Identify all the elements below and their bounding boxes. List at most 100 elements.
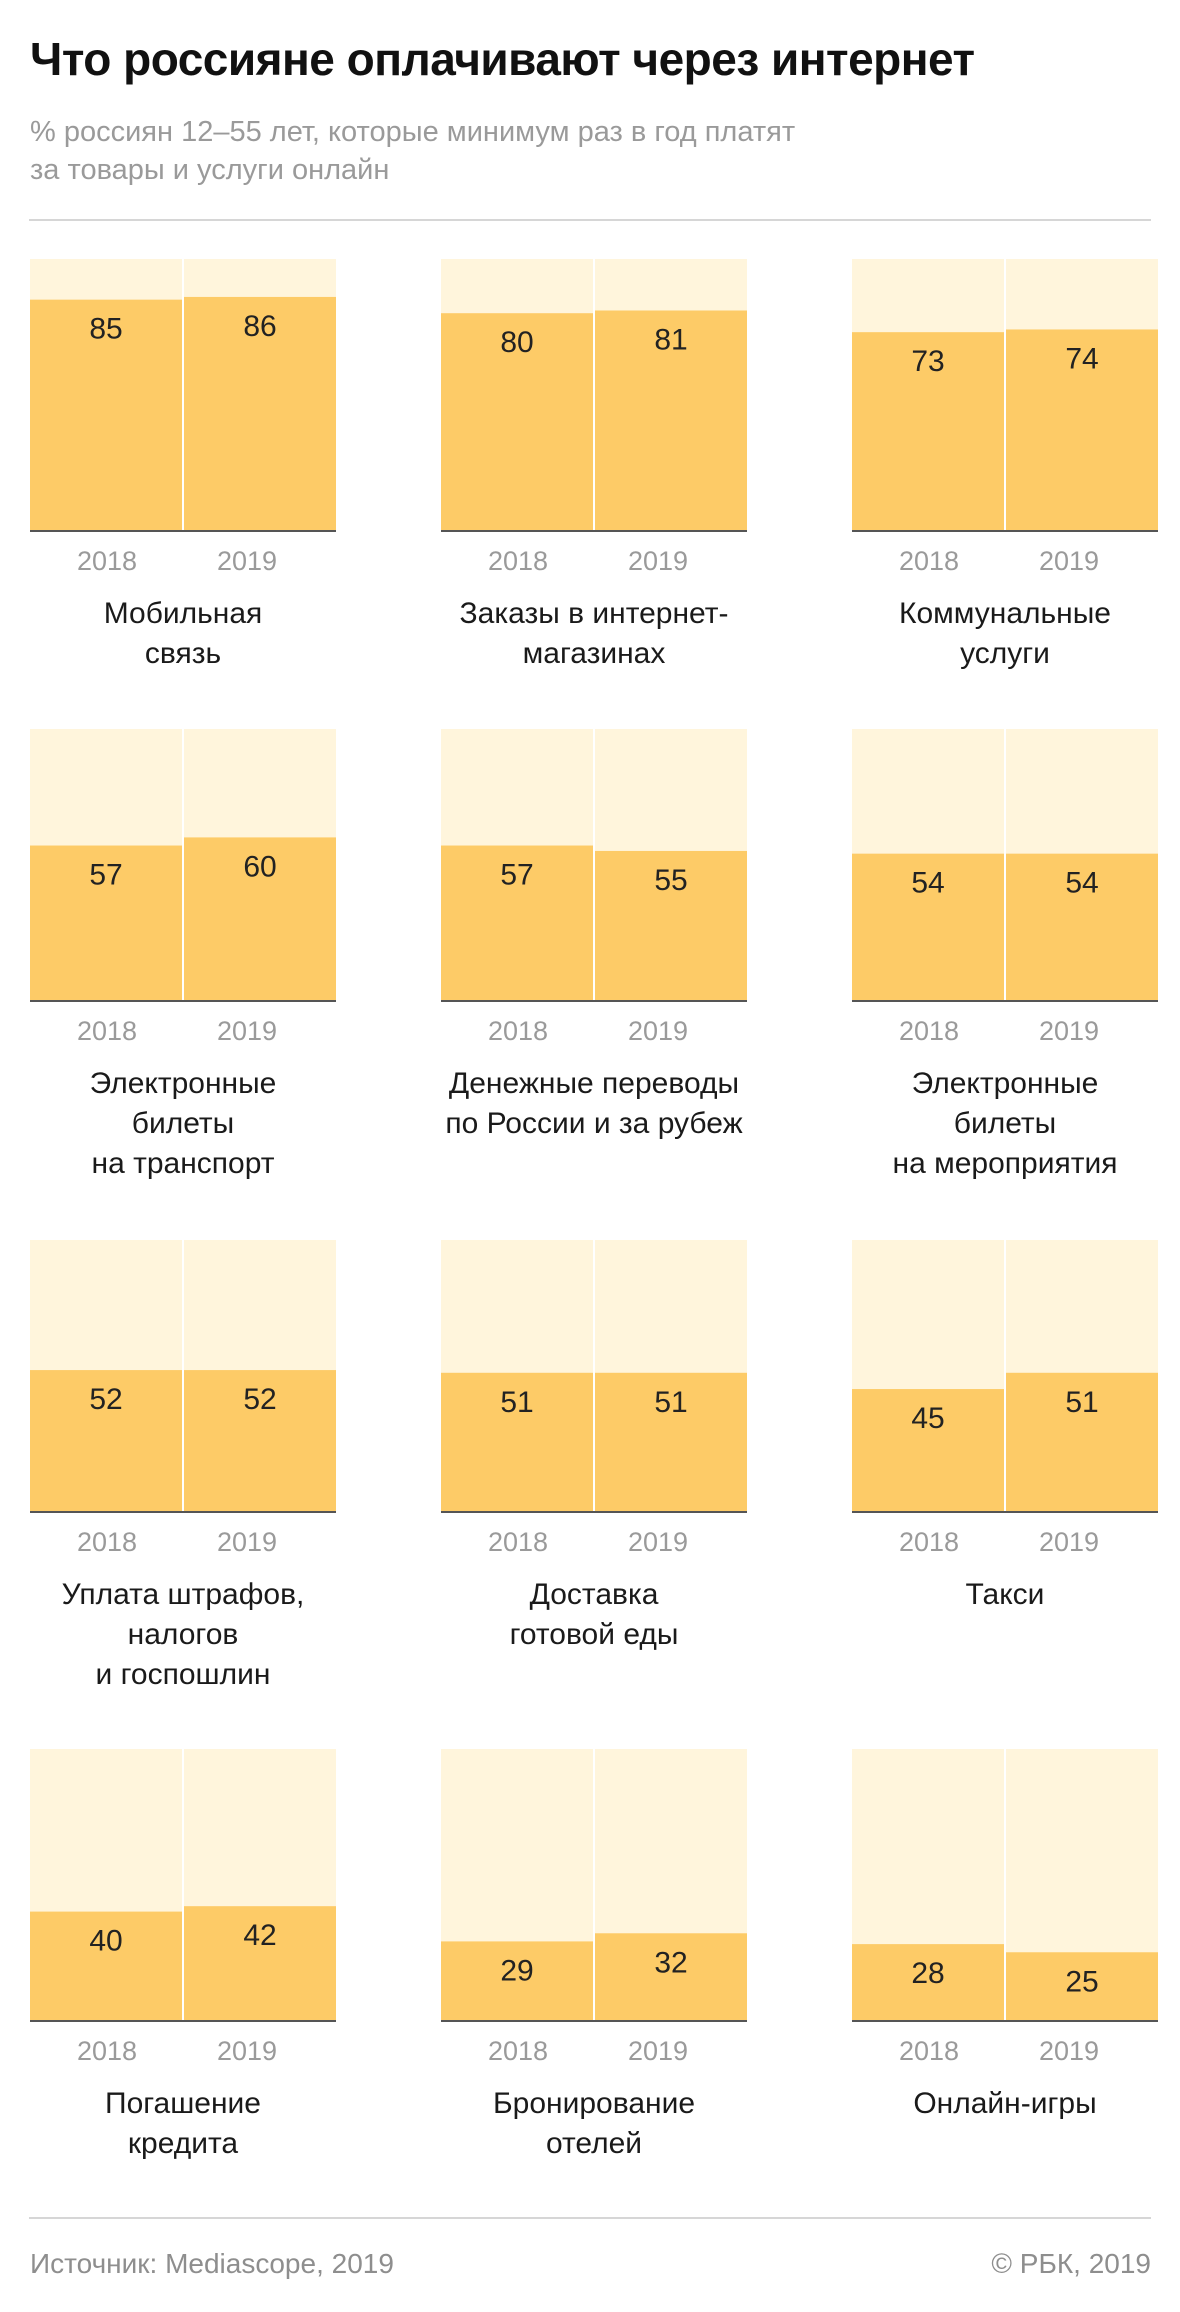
year-tick-label: 2018 [899, 546, 959, 576]
bar-value-label: 32 [654, 1946, 687, 1979]
bar-2018 [441, 845, 593, 1000]
bar-value-label: 55 [654, 864, 687, 897]
bar-2018 [852, 853, 1004, 1000]
panel-bar-chart: 28 2018 25 2019 [852, 1749, 1158, 2066]
bar-value-label: 52 [89, 1383, 122, 1416]
bar-2018 [30, 845, 182, 1000]
chart-panel: 28 2018 25 2019 Онлайн-игры [852, 1749, 1158, 2124]
bar-value-label: 73 [911, 345, 944, 378]
chart-panel: 54 2018 54 2019 Электронные билеты на меропр… [852, 729, 1158, 1184]
footer-divider [29, 2217, 1151, 2219]
year-tick-label: 2019 [1039, 546, 1099, 576]
year-tick-label: 2018 [899, 1527, 959, 1557]
bar-2019 [595, 1933, 747, 2020]
bar-value-label: 86 [243, 310, 276, 343]
year-tick-label: 2018 [488, 546, 548, 576]
bar-value-label: 28 [911, 1957, 944, 1990]
panel-bar-chart: 57 2018 60 2019 [30, 729, 336, 1046]
year-tick-label: 2019 [217, 1016, 277, 1046]
panel-category-label: Денежные переводы по России и за рубеж [445, 1067, 743, 1140]
bar-value-label: 45 [911, 1402, 944, 1435]
year-tick-label: 2019 [217, 1527, 277, 1557]
bar-value-label: 29 [500, 1954, 533, 1987]
panel-bar-chart: 52 2018 52 2019 [30, 1240, 336, 1557]
chart-panel: 52 2018 52 2019 Уплата штрафов, налогов и го… [30, 1240, 336, 1695]
bar-2018 [852, 332, 1004, 530]
panel-category-label: Коммунальные услуги [899, 597, 1111, 670]
bar-2019 [595, 310, 747, 530]
year-tick-label: 2019 [628, 1527, 688, 1557]
bar-2018 [441, 1372, 593, 1511]
chart-panel: 45 2018 51 2019 Такси [852, 1240, 1158, 1615]
chart-panel: 57 2018 60 2019 Электронные билеты на трансп… [30, 729, 336, 1184]
year-tick-label: 2019 [1039, 1016, 1099, 1046]
panel-category-label: Такси [965, 1578, 1045, 1611]
year-tick-label: 2018 [488, 2036, 548, 2066]
chart-panel: 73 2018 74 2019 Коммунальные услуги [852, 259, 1158, 674]
year-tick-label: 2018 [77, 546, 137, 576]
year-tick-label: 2018 [77, 1016, 137, 1046]
panel-category-label: Бронирование отелей [492, 2087, 696, 2160]
bar-value-label: 54 [911, 867, 944, 900]
year-tick-label: 2019 [628, 546, 688, 576]
bar-value-label: 74 [1065, 342, 1098, 375]
bar-value-label: 51 [654, 1386, 687, 1419]
panel-category-label: Уплата штрафов, налогов и госпошлин [61, 1578, 305, 1691]
panel-category-label: Погашение кредита [105, 2087, 261, 2160]
bar-2018 [852, 1389, 1004, 1511]
panel-bar-chart: 40 2018 42 2019 [30, 1749, 336, 2066]
copyright-note: © РБК, 2019 [991, 2248, 1151, 2279]
year-tick-label: 2018 [488, 1016, 548, 1046]
panel-bar-chart: 45 2018 51 2019 [852, 1240, 1158, 1557]
panel-category-label: Заказы в интернет- магазинах [459, 597, 729, 670]
bar-value-label: 25 [1065, 1965, 1098, 1998]
year-tick-label: 2018 [488, 1527, 548, 1557]
bar-value-label: 60 [243, 850, 276, 883]
bar-2019 [184, 1370, 336, 1511]
panel-bar-chart: 54 2018 54 2019 [852, 729, 1158, 1046]
page-subtitle: % россиян 12–55 лет, которые минимум раз… [30, 116, 796, 186]
year-tick-label: 2019 [628, 2036, 688, 2066]
source-note: Источник: Mediascope, 2019 [30, 2248, 394, 2279]
bar-value-label: 51 [1065, 1386, 1098, 1419]
panel-category-label: Электронные билеты на мероприятия [892, 1067, 1118, 1180]
chart-panel: 80 2018 81 2019 Заказы в интернет- магазинах [441, 259, 747, 674]
year-tick-label: 2018 [899, 1016, 959, 1046]
bar-2018 [852, 1944, 1004, 2020]
page-title: Что россияне оплачивают через интернет [30, 33, 975, 85]
year-tick-label: 2019 [1039, 2036, 1099, 2066]
bar-value-label: 57 [89, 859, 122, 892]
bar-2019 [184, 837, 336, 1000]
bar-value-label: 81 [654, 323, 687, 356]
bar-2019 [595, 850, 747, 1000]
bar-2019 [1006, 853, 1158, 1000]
year-tick-label: 2018 [77, 1527, 137, 1557]
bar-2019 [595, 1372, 747, 1511]
panel-category-label: Доставка готовой еды [509, 1578, 679, 1651]
bar-value-label: 57 [500, 859, 533, 892]
panel-bar-chart: 57 2018 55 2019 [441, 729, 747, 1046]
panel-category-label: Электронные билеты на транспорт [89, 1067, 277, 1180]
bar-value-label: 80 [500, 326, 533, 359]
bar-2019 [1006, 329, 1158, 530]
bar-2019 [184, 296, 336, 530]
chart-panel: 57 2018 55 2019 Денежные переводы по России … [441, 729, 747, 1144]
bar-2018 [30, 1911, 182, 2020]
bar-2018 [30, 1370, 182, 1511]
panel-bar-chart: 85 2018 86 2019 [30, 259, 336, 576]
panel-bar-chart: 51 2018 51 2019 [441, 1240, 747, 1557]
year-tick-label: 2019 [628, 1016, 688, 1046]
bar-2018 [30, 299, 182, 530]
panel-bar-chart: 73 2018 74 2019 [852, 259, 1158, 576]
bar-2018 [441, 313, 593, 530]
bar-value-label: 85 [89, 313, 122, 346]
year-tick-label: 2019 [217, 546, 277, 576]
bar-value-label: 42 [243, 1919, 276, 1952]
panel-bar-chart: 80 2018 81 2019 [441, 259, 747, 576]
bar-2019 [1006, 1952, 1158, 2020]
header-divider [29, 219, 1151, 221]
bar-2019 [1006, 1372, 1158, 1511]
chart-panel: 51 2018 51 2019 Доставка готовой еды [441, 1240, 747, 1655]
year-tick-label: 2018 [899, 2036, 959, 2066]
bar-value-label: 52 [243, 1383, 276, 1416]
